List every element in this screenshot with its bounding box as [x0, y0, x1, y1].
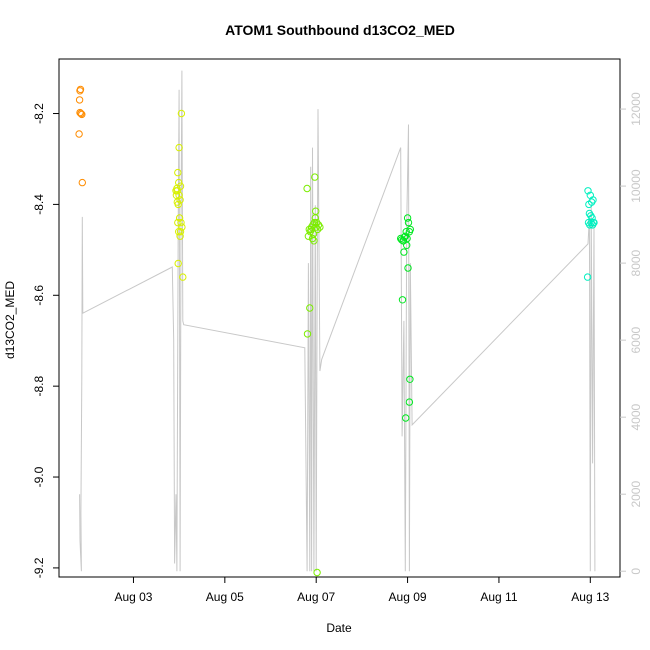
- x-axis: Aug 03 Aug 05 Aug 07 Aug 09 Aug 11 Aug 13: [114, 577, 610, 604]
- data-point-series-2: [309, 230, 318, 238]
- y2-tick-label: 8000: [629, 249, 643, 276]
- y2-tick-label: 0: [629, 568, 643, 575]
- data-point-series-2: [313, 218, 321, 227]
- secondary-line-path: [79, 70, 596, 572]
- y-tick-label: -8.8: [32, 375, 46, 396]
- data-point-series-2: [303, 330, 312, 338]
- data-point-series-0: [75, 130, 83, 138]
- data-point-series-1: [176, 228, 185, 236]
- data-point-series-3: [402, 414, 410, 422]
- data-point-series-0: [77, 109, 85, 118]
- data-point-series-1: [172, 191, 181, 200]
- x-tick-label: Aug 05: [206, 590, 244, 604]
- data-point-series-0: [78, 178, 87, 187]
- y2-axis: 0 2000 4000 6000 8000 10000 12000: [620, 92, 643, 575]
- secondary-line: [79, 70, 596, 572]
- data-point-series-1: [179, 273, 187, 281]
- y-tick-label: -9.0: [32, 466, 46, 487]
- data-point-series-0: [78, 110, 86, 119]
- data-point-series-4: [590, 218, 598, 227]
- data-point-series-1: [176, 232, 184, 240]
- data-point-series-0: [75, 96, 84, 104]
- data-point-series-2: [306, 304, 314, 312]
- data-point-series-2: [311, 173, 319, 181]
- y2-tick-label: 6000: [629, 326, 643, 353]
- data-point-series-1: [173, 198, 182, 206]
- data-point-series-2: [307, 225, 315, 234]
- y2-tick-label: 10000: [629, 169, 643, 203]
- x-tick-label: Aug 03: [114, 590, 152, 604]
- data-point-series-3: [403, 234, 411, 243]
- data-point-series-1: [175, 214, 184, 222]
- x-tick-label: Aug 11: [480, 590, 517, 604]
- y-axis: -9.2 -9.0 -8.8 -8.6 -8.4 -8.2: [32, 103, 59, 578]
- data-point-series-2: [313, 568, 321, 577]
- data-point-series-1: [175, 191, 183, 200]
- data-point-series-3: [401, 232, 409, 240]
- data-point-series-1: [174, 259, 182, 268]
- data-point-series-4: [583, 273, 592, 281]
- data-point-series-0: [76, 85, 85, 94]
- y2-tick-label: 2000: [629, 481, 643, 508]
- data-point-series-1: [174, 168, 182, 177]
- data-point-series-1: [177, 218, 185, 227]
- x-tick-label: Aug 09: [389, 590, 427, 604]
- y-axis-label: d13CO2_MED: [3, 281, 17, 359]
- data-point-series-4: [588, 214, 596, 222]
- y-tick-label: -9.2: [32, 557, 46, 578]
- y2-tick-label: 12000: [629, 92, 643, 126]
- data-point-series-1: [175, 178, 183, 187]
- y-tick-label: -8.4: [32, 194, 46, 215]
- plot-frame: [58, 58, 621, 578]
- data-point-series-4: [584, 218, 593, 227]
- data-point-series-3: [400, 248, 408, 256]
- data-point-series-1: [176, 182, 185, 190]
- x-axis-label: Date: [326, 621, 352, 635]
- data-point-series-4: [584, 187, 592, 195]
- data-point-series-1: [174, 218, 182, 227]
- data-point-series-2: [310, 218, 319, 227]
- data-point-series-3: [403, 214, 412, 222]
- data-point-series-2: [314, 221, 323, 229]
- chart-title: ATOM1 Southbound d13CO2_MED: [225, 22, 455, 38]
- data-point-series-3: [398, 296, 407, 304]
- data-point-series-4: [589, 196, 597, 204]
- data-point-series-3: [406, 225, 414, 234]
- y-tick-label: -8.6: [32, 285, 46, 306]
- y2-tick-label: 4000: [629, 404, 643, 431]
- data-point-series-2: [312, 207, 320, 215]
- data-point-series-2: [308, 234, 317, 243]
- data-point-series-3: [406, 375, 414, 383]
- x-tick-label: Aug 07: [297, 590, 335, 604]
- x-tick-label: Aug 13: [571, 590, 609, 604]
- data-point-series-2: [303, 184, 311, 193]
- data-point-series-3: [404, 218, 413, 227]
- data-point-series-0: [76, 108, 84, 117]
- data-point-series-3: [399, 237, 408, 245]
- data-point-series-1: [175, 143, 183, 152]
- data-point-series-3: [402, 228, 410, 236]
- data-point-series-1: [177, 109, 186, 118]
- data-point-series-3: [404, 264, 412, 272]
- y-tick-label: -8.2: [32, 103, 46, 124]
- data-point-series-3: [405, 398, 414, 406]
- data-points: [75, 85, 598, 577]
